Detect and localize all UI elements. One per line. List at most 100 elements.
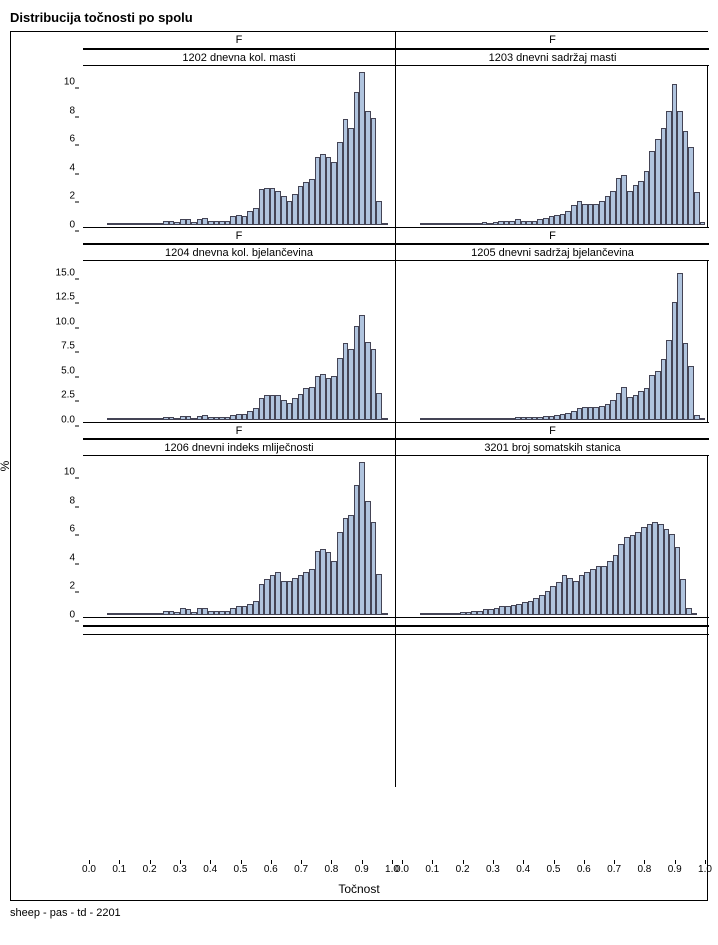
x-tick-label: 0.9	[355, 864, 369, 875]
x-tick-label: 0.2	[143, 864, 157, 875]
bars-container	[402, 68, 705, 225]
y-ticks: 0246810	[11, 68, 79, 225]
x-tick-mark	[523, 860, 524, 864]
x-tick-label: 0.1	[112, 864, 126, 875]
x-tick-label: 0.8	[637, 864, 651, 875]
x-tick-label: 0.5	[547, 864, 561, 875]
panel-cell: F1203 dnevni sadržaj masti	[396, 32, 709, 227]
panel-header-group: F	[396, 32, 709, 49]
x-tick-mark	[463, 860, 464, 864]
y-tick: 2	[69, 581, 75, 592]
x-tick-mark	[301, 860, 302, 864]
y-tick: 10	[64, 467, 75, 478]
x-ticks: 0.0 0.1 0.2 0.3 0.4 0.5 0.6 0.7 0.8 0.9 1.0 0.0 0.1 0…	[83, 860, 709, 880]
y-ticks: 0.02.55.07.510.012.515.0	[11, 263, 79, 420]
histogram-plot	[402, 263, 705, 420]
y-tick: 4	[69, 162, 75, 173]
x-tick-mark	[705, 860, 706, 864]
bar	[376, 393, 382, 420]
x-tick-row: 0.00.10.20.30.40.50.60.70.80.91.0	[402, 860, 705, 880]
panel-cell-empty	[396, 617, 709, 787]
y-tick: 7.5	[61, 341, 75, 352]
bars-container	[402, 458, 705, 615]
x-tick-label: 0.3	[173, 864, 187, 875]
x-tick-label: 0.6	[264, 864, 278, 875]
y-tick: 10.0	[56, 316, 75, 327]
bar	[382, 613, 388, 615]
chart-title: Distribucija točnosti po spolu	[10, 10, 708, 25]
x-tick-mark	[362, 860, 363, 864]
x-tick-label: 0.5	[234, 864, 248, 875]
bars-container	[402, 263, 705, 420]
panel-cell: F3201 broj somatskih stanica	[396, 422, 709, 617]
y-tick: 4	[69, 552, 75, 563]
x-tick-mark	[432, 860, 433, 864]
x-tick-mark	[210, 860, 211, 864]
x-tick-label: 0.3	[486, 864, 500, 875]
histogram-plot	[402, 68, 705, 225]
empty-header	[83, 626, 395, 635]
chart-frame: % F1202 dnevna kol. masti0246810F1203 dn…	[10, 31, 708, 901]
x-tick-label: 0.4	[203, 864, 217, 875]
panel-row: F1204 dnevna kol. bjelančevina0.02.55.07…	[83, 227, 709, 422]
y-tick: 6	[69, 524, 75, 535]
bar	[382, 223, 388, 225]
panel-cell: F1202 dnevna kol. masti0246810	[83, 32, 396, 227]
x-tick-label: 0.9	[668, 864, 682, 875]
panel-header-group: F	[396, 227, 709, 244]
histogram-plot	[89, 263, 391, 420]
y-tick: 8	[69, 495, 75, 506]
panel-header-group: F	[396, 422, 709, 439]
x-tick-label: 1.0	[698, 864, 712, 875]
bar	[692, 613, 698, 615]
y-tick: 6	[69, 134, 75, 145]
y-tick: 2.5	[61, 390, 75, 401]
x-axis-label: Točnost	[11, 882, 707, 896]
panel-row-empty	[83, 617, 709, 787]
histogram-plot	[89, 458, 391, 615]
y-tick: 5.0	[61, 365, 75, 376]
bar	[688, 366, 694, 420]
x-tick-label: 0.2	[456, 864, 470, 875]
histogram-plot	[402, 458, 705, 615]
x-tick-mark	[554, 860, 555, 864]
x-tick-mark	[271, 860, 272, 864]
panel-header-group: F	[83, 32, 395, 49]
y-tick: 0.0	[61, 415, 75, 426]
x-tick-label: 0.0	[82, 864, 96, 875]
x-tick-mark	[584, 860, 585, 864]
bar	[700, 222, 706, 225]
x-tick-label: 0.7	[607, 864, 621, 875]
x-tick-mark	[614, 860, 615, 864]
x-tick-label: 0.1	[425, 864, 439, 875]
x-tick-mark	[392, 860, 393, 864]
bar	[382, 418, 388, 420]
panel-header-group: F	[83, 422, 395, 439]
x-tick-mark	[675, 860, 676, 864]
panel-row: F1206 dnevni indeks mliječnosti0246810F3…	[83, 422, 709, 617]
x-tick-mark	[150, 860, 151, 864]
panel-cell: F1204 dnevna kol. bjelančevina0.02.55.07…	[83, 227, 396, 422]
panel-header-title: 1202 dnevna kol. masti	[83, 49, 395, 66]
x-tick-label: 0.6	[577, 864, 591, 875]
panel-header-title: 1205 dnevni sadržaj bjelančevina	[396, 244, 709, 261]
x-tick-label: 0.7	[294, 864, 308, 875]
y-tick: 10	[64, 77, 75, 88]
x-tick-mark	[402, 860, 403, 864]
empty-header	[396, 617, 709, 626]
panel-header-group: F	[83, 227, 395, 244]
y-tick: 0	[69, 220, 75, 231]
page: Distribucija točnosti po spolu % F1202 d…	[0, 0, 718, 945]
x-tick-mark	[644, 860, 645, 864]
bars-container	[89, 68, 391, 225]
x-tick-label: 0.0	[395, 864, 409, 875]
bar	[700, 418, 706, 420]
bar	[376, 574, 382, 615]
bars-container	[89, 263, 391, 420]
panel-header-title: 1204 dnevna kol. bjelančevina	[83, 244, 395, 261]
bar	[694, 192, 700, 225]
x-tick-mark	[331, 860, 332, 864]
bar	[376, 201, 382, 225]
panel-cell: F1206 dnevni indeks mliječnosti0246810	[83, 422, 396, 617]
x-tick-mark	[119, 860, 120, 864]
